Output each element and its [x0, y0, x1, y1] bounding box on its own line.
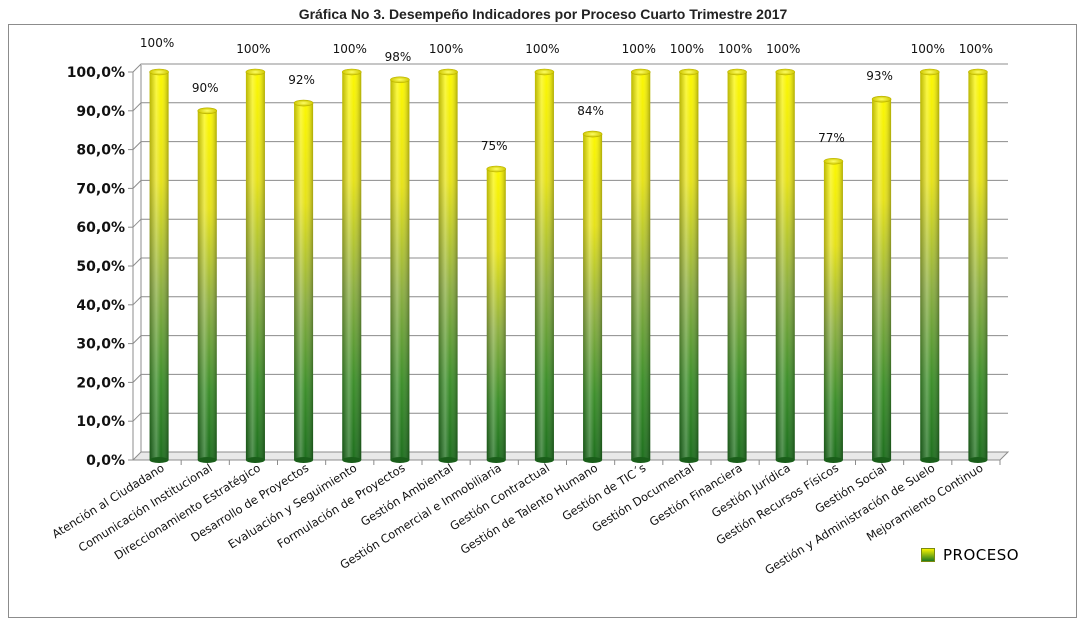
- y-tick-label: 30,0%: [76, 337, 125, 353]
- bar: [823, 157, 844, 463]
- bar: [149, 68, 169, 463]
- data-label: 100%: [766, 42, 800, 56]
- gridline: [132, 218, 1008, 228]
- bar: [486, 165, 507, 463]
- y-tick-label: 90,0%: [76, 104, 125, 120]
- bar: [968, 68, 988, 463]
- data-label: 92%: [288, 73, 315, 87]
- bar: [534, 68, 555, 463]
- data-label: 100%: [333, 42, 367, 56]
- y-tick-label: 20,0%: [76, 375, 125, 391]
- y-tick-label: 40,0%: [76, 298, 125, 314]
- data-label: 100%: [718, 42, 752, 56]
- data-label: 100%: [959, 42, 993, 56]
- data-label: 100%: [236, 42, 270, 56]
- legend: PROCESO: [921, 546, 1019, 564]
- legend-label: PROCESO: [943, 546, 1020, 564]
- data-label: 100%: [911, 42, 945, 56]
- bar: [341, 68, 362, 463]
- gridline: [132, 63, 1008, 73]
- data-label: 77%: [818, 131, 845, 145]
- data-label: 100%: [525, 42, 559, 56]
- bar: [293, 99, 314, 463]
- y-tick-label: 50,0%: [76, 259, 125, 275]
- data-label: 100%: [140, 36, 174, 50]
- y-tick-label: 100,0%: [67, 65, 125, 81]
- data-label: 75%: [481, 139, 508, 153]
- data-label: 100%: [622, 42, 656, 56]
- bar: [919, 68, 940, 463]
- y-tick-label: 70,0%: [76, 181, 125, 197]
- data-label: 98%: [385, 50, 412, 64]
- bar: [197, 107, 218, 463]
- bar: [245, 68, 266, 463]
- chart-title: Gráfica No 3. Desempeño Indicadores por …: [298, 6, 788, 22]
- y-tick-label: 0,0%: [86, 453, 125, 469]
- bar: [871, 95, 892, 463]
- bar: [679, 68, 699, 463]
- bar: [727, 68, 747, 463]
- chart-frame: [8, 24, 1077, 618]
- legend-swatch: [921, 548, 935, 562]
- gridline: [132, 373, 1008, 383]
- gridline: [132, 412, 1008, 422]
- bar: [775, 68, 796, 463]
- data-label: 93%: [866, 69, 893, 83]
- bar: [582, 130, 603, 463]
- bar: [630, 68, 651, 463]
- data-label: 84%: [577, 104, 604, 118]
- gridline: [132, 296, 1008, 306]
- bar: [438, 68, 458, 463]
- gridline: [132, 179, 1008, 189]
- gridline: [132, 141, 1008, 150]
- data-label: 100%: [429, 42, 463, 56]
- y-tick-label: 80,0%: [76, 143, 125, 159]
- data-label: 100%: [670, 42, 704, 56]
- gridline: [132, 257, 1008, 267]
- data-label: 90%: [192, 81, 219, 95]
- gridline: [132, 335, 1008, 344]
- gridline: [132, 102, 1008, 112]
- y-tick-label: 10,0%: [76, 414, 125, 430]
- bar: [390, 76, 410, 463]
- y-tick-label: 60,0%: [76, 220, 125, 236]
